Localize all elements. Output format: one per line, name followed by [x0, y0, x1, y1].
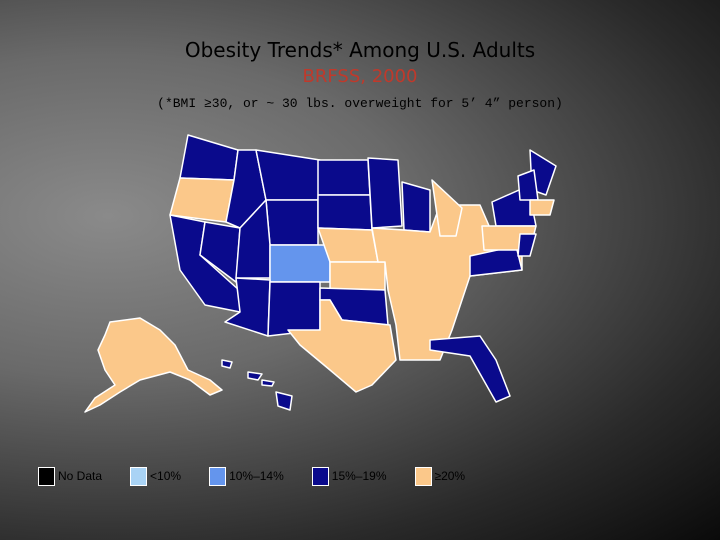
state [275, 391, 293, 411]
legend-swatch [130, 466, 148, 486]
legend-swatch [38, 466, 55, 486]
legend-label: <10% [150, 469, 182, 483]
legend-swatch [209, 466, 227, 486]
state [431, 179, 463, 237]
state [267, 281, 321, 337]
state [269, 244, 331, 283]
state [179, 134, 239, 181]
legend: No Data <10% 10%–14% 15%–19% ≥20% [38, 466, 493, 486]
state [224, 277, 271, 337]
state [429, 335, 511, 403]
state [169, 177, 235, 223]
state [529, 199, 555, 216]
state [221, 359, 233, 369]
state [247, 371, 263, 381]
state [517, 169, 539, 201]
state [317, 194, 373, 231]
state [261, 379, 275, 387]
subtitle: BRFSS, 2000 [302, 66, 418, 87]
note: (*BMI ≥30, or ~ 30 lbs. overweight for 5… [157, 96, 563, 111]
state [255, 149, 321, 201]
state [265, 199, 319, 246]
state [517, 233, 537, 257]
legend-label: 10%–14% [229, 469, 284, 483]
legend-label: No Data [58, 469, 103, 483]
state [401, 181, 431, 233]
legend-swatch [414, 466, 432, 486]
state [367, 157, 403, 229]
legend-label: ≥20% [434, 469, 466, 483]
state [317, 159, 371, 196]
title: Obesity Trends* Among U.S. Adults [184, 38, 536, 62]
legend-swatch [311, 466, 329, 486]
state [287, 299, 397, 393]
legend-label: 15%–19% [331, 469, 387, 483]
state [84, 317, 223, 413]
state [329, 261, 386, 291]
